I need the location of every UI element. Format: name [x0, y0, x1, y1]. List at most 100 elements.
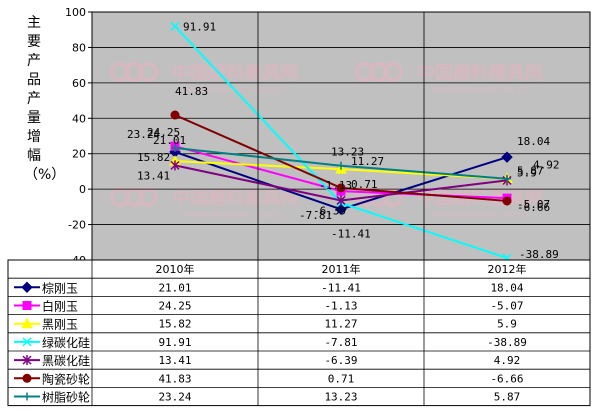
data-point [335, 203, 347, 216]
data-point [170, 160, 180, 171]
table-cell: 41.83 [158, 372, 191, 385]
table-cell: -1.13 [324, 300, 357, 313]
table-cell: 0.71 [328, 372, 355, 385]
watermark-text: 中国磨料磨具网 [417, 62, 543, 84]
data-label: 11.27 [351, 155, 384, 168]
data-point [21, 281, 33, 294]
legend-name: 棕刚玉 [42, 280, 78, 295]
data-label: -38.89 [519, 248, 559, 261]
watermark-logo-ring [383, 62, 403, 82]
data-point [22, 337, 32, 347]
legend-name: 黑碳化硅 [42, 354, 90, 368]
data-point [171, 143, 179, 152]
table-cell: 5.9 [497, 318, 517, 331]
data-label: 5.9 [517, 167, 537, 180]
data-point [337, 161, 345, 170]
marker-stroke [170, 21, 180, 31]
watermark-text: 中国磨料磨具网 [172, 62, 298, 84]
watermark-logo-ring [138, 62, 158, 82]
category-label: 2012年 [488, 262, 527, 276]
y-tick-label: 100 [65, 6, 86, 19]
legend-key [14, 317, 40, 329]
y-tick-label: -20 [68, 219, 86, 232]
data-labels: 21.01 -11.41 18.04 24.25 -1.13 -5.07 15.82 11.2… [127, 20, 560, 261]
y-tick-label: 0 [79, 183, 86, 196]
data-label: 15.82 [137, 151, 170, 164]
data-point [23, 392, 31, 401]
y-tick-label: 20 [72, 148, 86, 161]
table-cell: 13.23 [324, 391, 357, 404]
table-cell: 5.87 [494, 391, 521, 404]
data-point [336, 195, 346, 206]
data-point [21, 317, 33, 329]
table-cell: 15.82 [158, 318, 191, 331]
data-label: 24.25 [147, 126, 180, 139]
category-label: 2010年 [156, 262, 195, 276]
data-label: -1.13 [319, 179, 352, 192]
watermark-url: www.abrasives.org.cn [430, 85, 528, 95]
table-cell: -7.81 [324, 336, 357, 349]
series-5 [170, 110, 512, 206]
series-6 [171, 143, 511, 183]
legend-name: 陶瓷砂轮 [42, 371, 90, 386]
data-point [336, 183, 346, 193]
watermark-url: www.abrasives.org.cn [430, 210, 528, 220]
y-tick-label: 60 [72, 77, 86, 90]
table-cell: -5.07 [490, 300, 523, 313]
y-tick-label: 80 [72, 41, 86, 54]
data-point [502, 196, 512, 206]
plot-background [91, 11, 591, 261]
table-cell: -6.39 [324, 354, 357, 367]
data-point [501, 151, 513, 163]
legend-key [14, 373, 40, 383]
legend-key [14, 281, 40, 294]
data-label: 18.04 [517, 135, 550, 148]
data-label: -7.81 [299, 209, 332, 222]
data-label: 13.23 [331, 146, 364, 159]
table-cell: 91.91 [158, 336, 191, 349]
table-cell: 4.92 [494, 354, 521, 367]
data-point [170, 21, 180, 31]
table-cell: -6.66 [490, 372, 523, 385]
legend-name: 绿碳化硅 [42, 335, 90, 350]
data-label: 0.71 [351, 178, 378, 191]
data-point [22, 373, 32, 383]
table-cell: 24.25 [158, 300, 191, 313]
data-label: 23.24 [127, 128, 160, 141]
table-cell: -38.89 [487, 336, 527, 349]
legend-name: 树脂砂轮 [42, 390, 90, 405]
table-cell: -11.41 [321, 281, 361, 294]
watermark-text: 中国磨料磨具网 [172, 187, 298, 209]
data-label: -5.07 [517, 198, 550, 211]
legend-key [14, 355, 40, 366]
data-label: 91.91 [183, 20, 216, 33]
data-point [503, 174, 511, 183]
data-label: -11.41 [331, 227, 371, 240]
plot-area [91, 11, 591, 261]
table-cell: 21.01 [158, 281, 191, 294]
table-cell: 23.24 [158, 391, 191, 404]
data-label: 13.41 [137, 169, 170, 182]
series-4 [170, 160, 512, 206]
legend-key [14, 301, 40, 310]
marker-stroke [22, 337, 32, 347]
legend-name: 黑刚玉 [42, 318, 78, 332]
data-point [22, 355, 32, 366]
data-label: 41.83 [175, 85, 208, 98]
table-cell: 18.04 [490, 281, 523, 294]
table-cell: 11.27 [324, 318, 357, 331]
watermark-url: www.abrasives.org.cn [185, 210, 283, 220]
data-label: 4.92 [533, 158, 560, 171]
data-point [170, 110, 180, 120]
legend-name: 白刚玉 [42, 299, 78, 314]
data-label: -6.66 [517, 201, 550, 214]
data-point [22, 301, 32, 310]
legend-key [14, 392, 40, 401]
y-tick-label: 40 [72, 112, 86, 125]
data-label: -6.39 [313, 204, 346, 217]
series-layer [169, 21, 513, 263]
